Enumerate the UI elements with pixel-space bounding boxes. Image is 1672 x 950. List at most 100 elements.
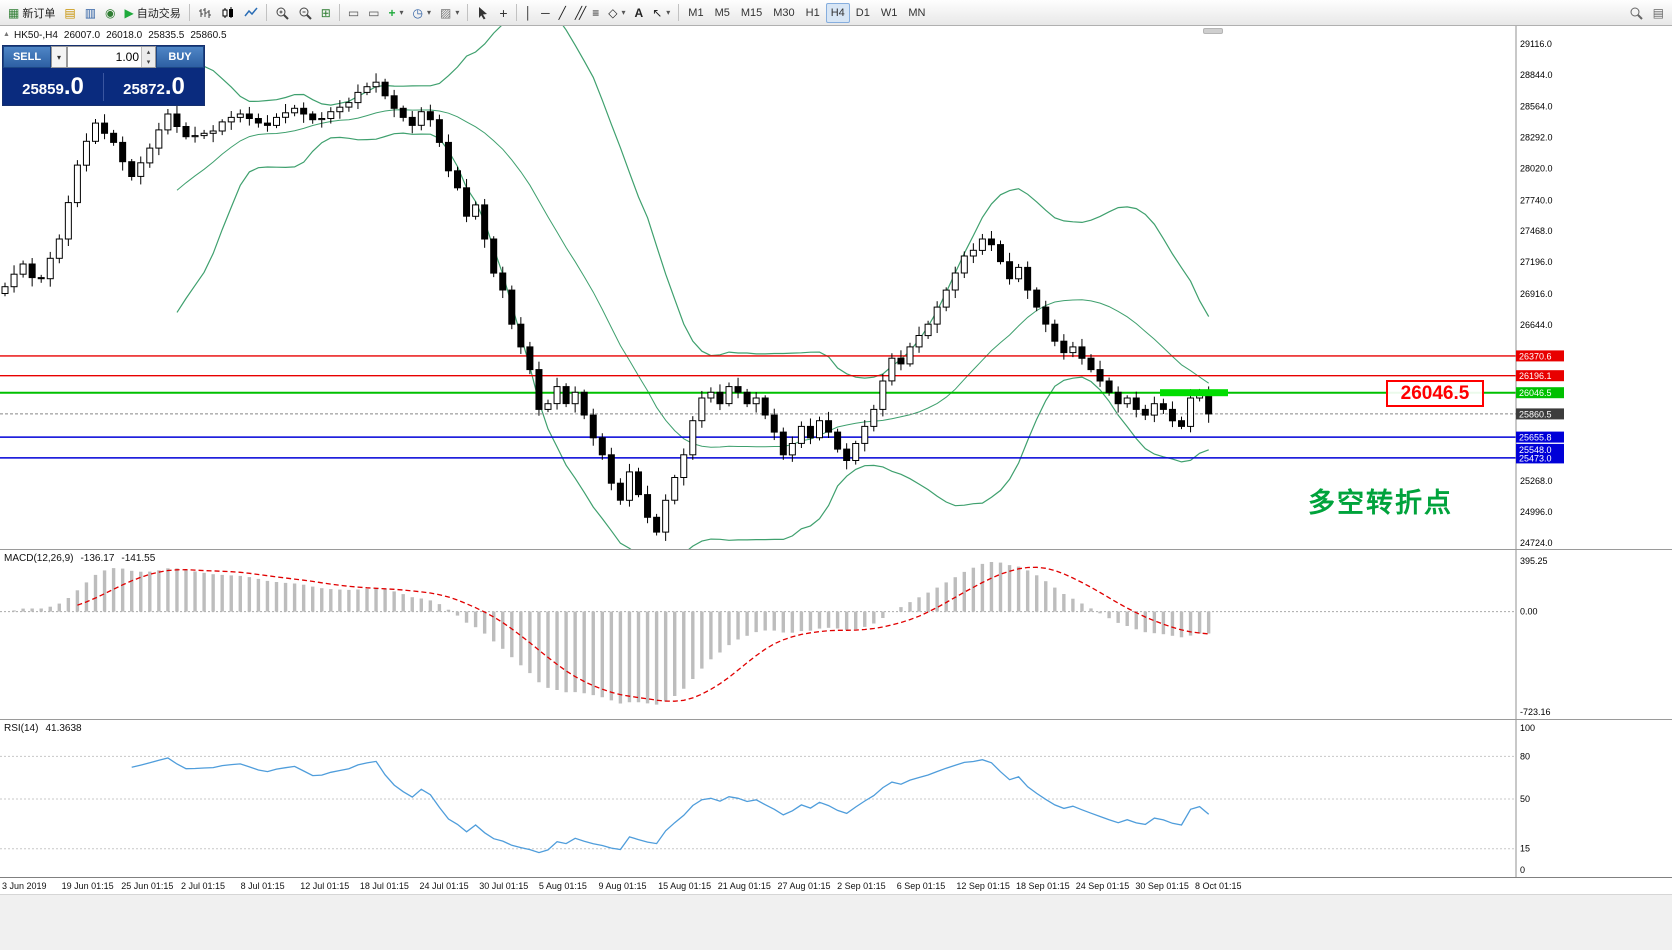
market-watch-icon: ▥ (84, 5, 97, 20)
market-watch-button[interactable]: ▥ (81, 3, 100, 23)
rsi-axis-label: 0 (1520, 865, 1525, 875)
price-level-callout: 26046.5 (1386, 380, 1484, 407)
time-axis-label: 18 Sep 01:15 (1016, 881, 1070, 891)
price-tick-label: 28020.0 (1520, 164, 1553, 174)
timeframe-m5-button[interactable]: M5 (710, 3, 735, 23)
toolbar-right-group: ▤ (1625, 3, 1668, 23)
autotrading-icon: ▶ (124, 5, 134, 20)
timeframe-m1-button[interactable]: M1 (683, 3, 708, 23)
volume-dropdown-button[interactable]: ▾ (51, 46, 67, 68)
time-axis-label: 3 Jun 2019 (2, 881, 47, 891)
toolbar-separator (467, 4, 469, 21)
svg-text:25860.5: 25860.5 (1519, 409, 1552, 419)
timeframe-mn-button[interactable]: MN (903, 3, 930, 23)
candlestick-chart-button[interactable] (217, 3, 239, 23)
time-axis-label: 25 Jun 01:15 (121, 881, 174, 891)
bar-chart-icon (198, 6, 212, 20)
macd-canvas[interactable]: 395.25 0.00 -723.16 (0, 550, 1672, 719)
volume-decrease-button[interactable]: ▾ (142, 57, 155, 67)
price-tick-label: 27468.0 (1520, 226, 1553, 236)
price-line-badge (1516, 443, 1564, 455)
add-indicator-button[interactable]: + ▾ (385, 3, 408, 23)
timeframe-m30-button[interactable]: M30 (768, 3, 799, 23)
arrows-tool-button[interactable]: ↖ ▾ (648, 3, 674, 23)
svg-text:25473.0: 25473.0 (1519, 453, 1552, 463)
macd-main-value: -136.17 (80, 553, 115, 564)
line-chart-button[interactable] (240, 3, 262, 23)
new-order-button[interactable]: ▦ 新订单 (4, 3, 59, 23)
arrange-window-1-button[interactable]: ▭ (344, 3, 363, 23)
timeframe-d1-button[interactable]: D1 (851, 3, 875, 23)
horizontal-line-tool-button[interactable]: ─ (537, 3, 554, 23)
channel-tool-button[interactable]: ╱╱ (571, 3, 587, 23)
time-axis-label: 2 Sep 01:15 (837, 881, 886, 891)
panels-icon: ▤ (1652, 5, 1664, 20)
rsi-axis-label: 100 (1520, 723, 1535, 733)
chevron-down-icon: ▾ (427, 8, 432, 17)
rsi-canvas[interactable]: 100 80 50 15 0 (0, 720, 1672, 877)
price-chart-canvas[interactable]: 29116.0 28844.0 28564.0 28292.0 28020.0 27740… (0, 26, 1672, 549)
buy-button[interactable]: BUY (156, 46, 204, 68)
time-axis-label: 21 Aug 01:15 (717, 881, 771, 891)
volume-increase-button[interactable]: ▴ (142, 47, 155, 57)
horizontal-lines (0, 355, 1516, 459)
vertical-line-icon: │ (524, 5, 533, 20)
rsi-axis-label: 80 (1520, 751, 1530, 761)
price-axis[interactable]: 29116.0 28844.0 28564.0 28292.0 28020.0 27740… (1516, 39, 1564, 548)
navigator-button[interactable]: ◉ (101, 3, 119, 23)
time-axis-label: 30 Sep 01:15 (1135, 881, 1189, 891)
vertical-line-tool-button[interactable]: │ (521, 3, 537, 23)
periods-button[interactable]: ◷ ▾ (409, 3, 436, 23)
zoom-out-button[interactable] (294, 3, 316, 23)
cursor-tool-button[interactable] (472, 3, 494, 23)
panels-button[interactable]: ▤ (1649, 3, 1668, 23)
volume-control: ▴ ▾ (67, 46, 156, 68)
macd-signal-value: -141.55 (121, 553, 156, 564)
zoom-in-button[interactable] (271, 3, 293, 23)
one-click-expander-icon[interactable]: ▲ (3, 31, 10, 38)
tile-windows-button[interactable]: ⊞ (317, 3, 335, 23)
arrow-tool-icon: ↖ (652, 5, 663, 20)
chart-scrollbar-thumb[interactable] (1203, 28, 1223, 34)
time-axis-label: 2 Jul 01:15 (180, 881, 225, 891)
clock-icon: ◷ (412, 5, 424, 20)
toolbar-separator (338, 4, 340, 21)
time-axis-label: 18 Jul 01:15 (359, 881, 409, 891)
time-axis-label: 8 Jul 01:15 (240, 881, 285, 891)
search-button[interactable] (1625, 3, 1647, 23)
crosshair-tool-button[interactable]: + (495, 3, 511, 23)
timeframe-h4-button[interactable]: H4 (825, 2, 850, 23)
price-tick-label: 26644.0 (1520, 320, 1553, 330)
time-axis-label: 12 Sep 01:15 (956, 881, 1010, 891)
time-axis[interactable]: 3 Jun 2019 19 Jun 01:15 25 Jun 01:15 2 Jul … (0, 877, 1672, 894)
bar-chart-button[interactable] (194, 3, 216, 23)
timeframe-h1-button[interactable]: H1 (801, 3, 825, 23)
timeframe-m15-button[interactable]: M15 (736, 3, 767, 23)
close-value: 25860.5 (190, 30, 227, 41)
shapes-icon: ◇ (608, 5, 618, 20)
buy-price[interactable]: 25872.0 (123, 72, 185, 100)
trendline-tool-button[interactable]: ╱ (555, 3, 570, 23)
arrange-window-2-button[interactable]: ▭ (364, 3, 383, 23)
fibonacci-tool-button[interactable]: ≡ (588, 3, 603, 23)
timeframe-w1-button[interactable]: W1 (876, 3, 903, 23)
chevron-down-icon: ▾ (399, 8, 404, 17)
svg-text:26196.1: 26196.1 (1519, 371, 1552, 381)
sell-button[interactable]: SELL (3, 46, 51, 68)
autotrading-button[interactable]: ▶ 自动交易 (121, 3, 185, 23)
price-line-badge (1516, 408, 1564, 420)
profiles-button[interactable]: ▤ (60, 3, 79, 23)
sell-price[interactable]: 25859.0 (22, 72, 84, 100)
toolbar-separator (678, 4, 680, 21)
time-axis-label: 12 Jul 01:15 (300, 881, 350, 891)
price-tick-label: 25268.0 (1520, 476, 1553, 486)
price-line-badge (1516, 370, 1564, 382)
price-line-badge (1516, 452, 1564, 464)
arrange-window-2-icon: ▭ (368, 5, 380, 20)
text-tool-button[interactable]: A (631, 3, 648, 23)
volume-input[interactable] (68, 47, 141, 67)
open-value: 26007.0 (63, 30, 101, 41)
shapes-tool-button[interactable]: ◇ ▾ (604, 3, 629, 23)
templates-button[interactable]: ▨ ▾ (436, 3, 463, 23)
channel-icon: ╱╱ (574, 5, 587, 20)
